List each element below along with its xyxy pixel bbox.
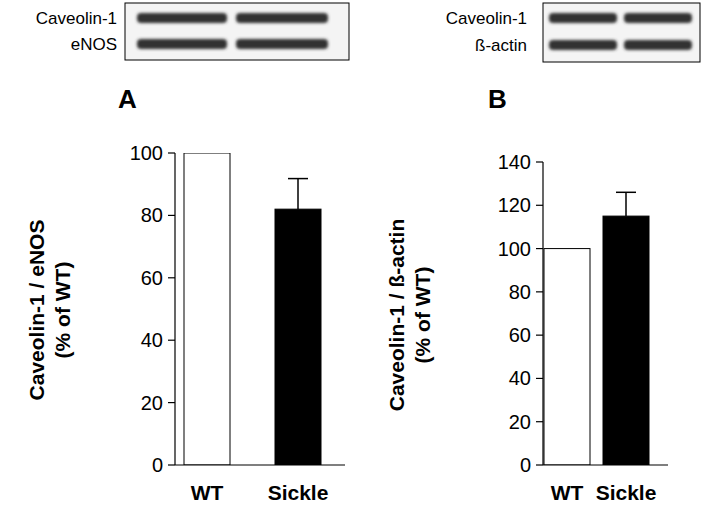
y-tick-label: 40 <box>509 367 531 389</box>
error-cap <box>616 192 636 194</box>
y-tick <box>536 464 543 465</box>
y-tick <box>168 277 175 278</box>
blot-band <box>624 40 692 50</box>
y-tick-label: 0 <box>152 454 163 476</box>
x-tick-label: WT <box>191 481 224 504</box>
blot-band <box>137 39 227 49</box>
bar <box>544 249 590 465</box>
error-stem <box>625 192 627 216</box>
y-tick-label: 40 <box>141 329 163 351</box>
blot-band <box>236 39 328 49</box>
blot-band <box>549 13 617 23</box>
y-tick <box>168 402 175 403</box>
y-tick <box>168 215 175 216</box>
y-axis-label: (% of WT) <box>411 267 434 364</box>
y-tick <box>536 161 543 162</box>
y-tick <box>168 340 175 341</box>
y-tick <box>536 335 543 336</box>
y-tick-label: 60 <box>509 324 531 346</box>
bar <box>275 209 321 465</box>
blot-label: Caveolin-1 <box>36 9 117 28</box>
blot-band <box>549 40 617 50</box>
y-axis <box>174 153 175 465</box>
x-axis <box>543 464 668 465</box>
blot-box <box>543 3 700 62</box>
panel: Caveolin-1 ß-actin B Caveolin-1 / ß-actin(%… <box>385 3 700 504</box>
blot-label: ß-actin <box>475 36 527 55</box>
y-tick-label: 0 <box>520 454 531 476</box>
y-tick <box>536 421 543 422</box>
y-tick-label: 140 <box>498 151 531 173</box>
error-cap <box>288 178 308 180</box>
error-bar <box>616 192 636 216</box>
error-bar <box>288 179 308 210</box>
y-tick-label: 20 <box>509 411 531 433</box>
y-tick-label: 120 <box>498 194 531 216</box>
y-axis <box>542 162 543 465</box>
bar <box>184 153 230 465</box>
blot-label: eNOS <box>71 35 117 54</box>
blot-label: Caveolin-1 <box>446 9 527 28</box>
y-tick-label: 60 <box>141 267 163 289</box>
y-axis-label: Caveolin-1 / ß-actin <box>385 219 408 412</box>
y-tick <box>536 248 543 249</box>
bars <box>184 153 321 465</box>
x-tick-label: Sickle <box>268 481 329 504</box>
panel-letter: B <box>488 84 507 114</box>
y-axis-label: Caveolin-1 / eNOS <box>25 220 48 401</box>
x-tick-label: WT <box>551 481 584 504</box>
y-tick-label: 80 <box>509 281 531 303</box>
y-tick <box>536 291 543 292</box>
y-tick-label: 20 <box>141 392 163 414</box>
y-tick-label: 100 <box>498 238 531 260</box>
figure: Caveolin-1eNOSACaveolin-1 / eNOS(% of WT… <box>0 0 704 510</box>
blot-band <box>137 13 227 23</box>
y-tick-label: 100 <box>130 142 163 164</box>
y-tick <box>536 378 543 379</box>
panel: Caveolin-1 eNOS A Caveolin-1 / eNOS(% of WT… <box>25 3 349 504</box>
y-tick <box>536 205 543 206</box>
blot-band <box>624 13 692 23</box>
x-axis <box>175 464 345 465</box>
panel-letter: A <box>118 84 137 114</box>
y-tick-label: 80 <box>141 204 163 226</box>
y-tick <box>168 464 175 465</box>
bars <box>544 192 649 465</box>
y-tick <box>168 152 175 153</box>
blot-box <box>125 3 349 60</box>
error-stem <box>297 179 299 210</box>
blot-band <box>236 13 328 23</box>
x-tick-label: Sickle <box>596 481 657 504</box>
y-axis-label: (% of WT) <box>51 262 74 359</box>
bar <box>603 216 649 465</box>
